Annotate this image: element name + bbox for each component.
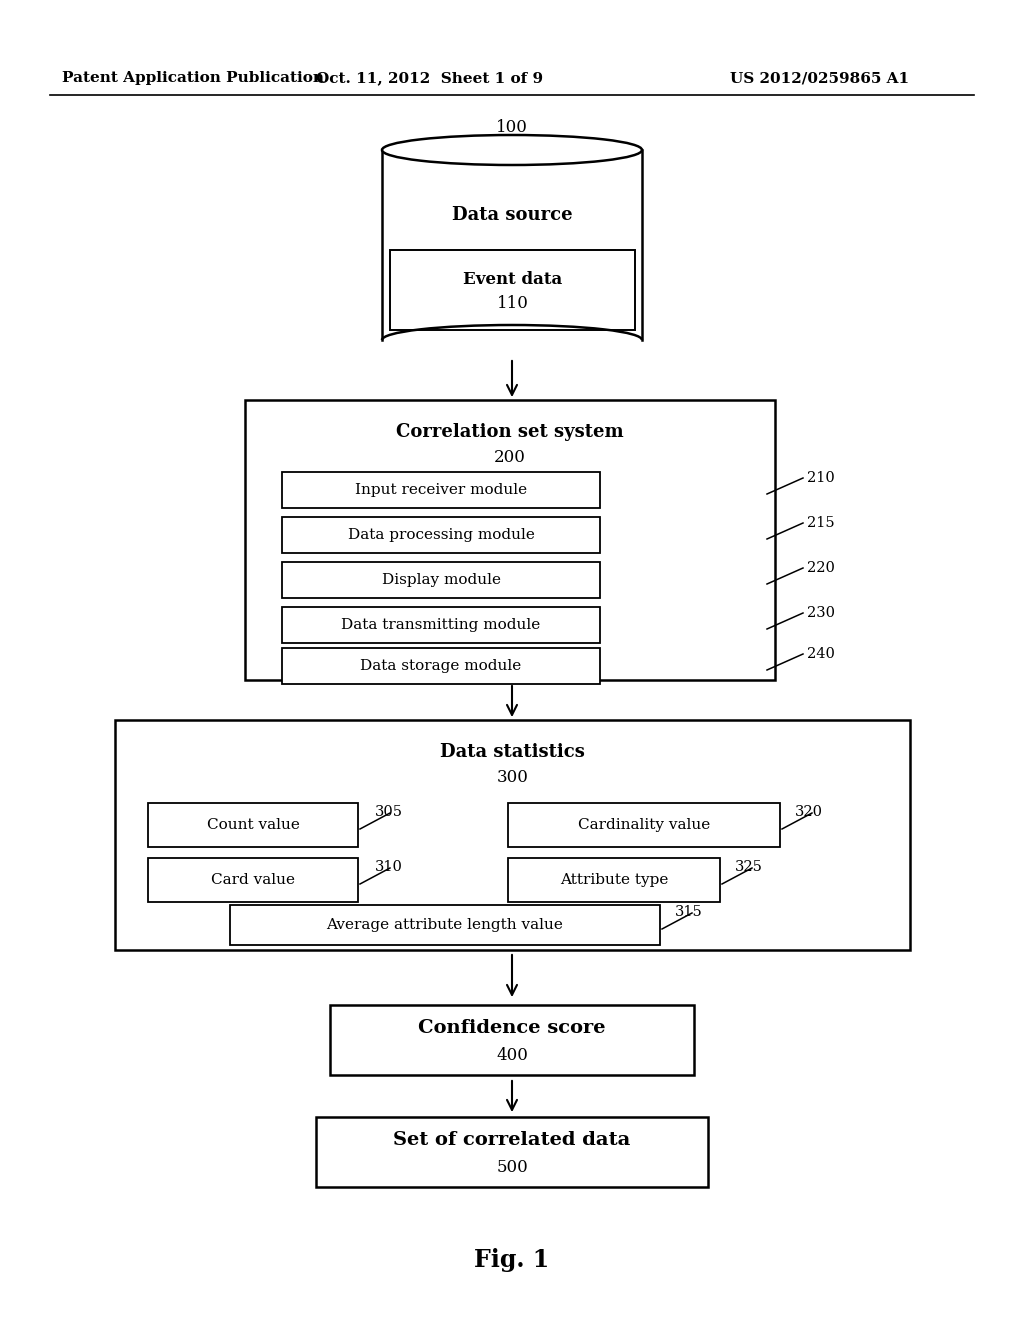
Text: Display module: Display module xyxy=(382,573,501,587)
Bar xyxy=(330,1005,694,1074)
Text: 215: 215 xyxy=(807,516,835,531)
Bar xyxy=(148,858,358,902)
Bar xyxy=(282,648,600,684)
Ellipse shape xyxy=(382,135,642,165)
Bar xyxy=(282,607,600,643)
Text: Data source: Data source xyxy=(452,206,572,224)
Text: Attribute type: Attribute type xyxy=(560,873,669,887)
Text: Count value: Count value xyxy=(207,818,299,832)
Bar xyxy=(282,517,600,553)
Bar xyxy=(382,150,642,341)
Text: Fig. 1: Fig. 1 xyxy=(474,1247,550,1272)
Text: Event data: Event data xyxy=(463,272,562,289)
Text: Data storage module: Data storage module xyxy=(360,659,521,673)
Text: 240: 240 xyxy=(807,647,835,661)
Bar xyxy=(508,803,780,847)
Text: Correlation set system: Correlation set system xyxy=(396,422,624,441)
Bar xyxy=(282,473,600,508)
Bar xyxy=(230,906,660,945)
Text: Data processing module: Data processing module xyxy=(347,528,535,543)
Text: Data transmitting module: Data transmitting module xyxy=(341,618,541,632)
Text: Set of correlated data: Set of correlated data xyxy=(393,1131,631,1148)
Text: 300: 300 xyxy=(497,770,528,787)
Text: 400: 400 xyxy=(496,1048,528,1064)
Text: 210: 210 xyxy=(807,471,835,484)
Bar xyxy=(390,249,635,330)
Text: 325: 325 xyxy=(735,861,763,874)
Text: Confidence score: Confidence score xyxy=(418,1019,606,1038)
Text: 230: 230 xyxy=(807,606,835,620)
Text: 320: 320 xyxy=(795,805,823,818)
Text: Oct. 11, 2012  Sheet 1 of 9: Oct. 11, 2012 Sheet 1 of 9 xyxy=(316,71,544,84)
Text: Patent Application Publication: Patent Application Publication xyxy=(62,71,324,84)
Text: US 2012/0259865 A1: US 2012/0259865 A1 xyxy=(730,71,909,84)
Text: 500: 500 xyxy=(496,1159,528,1176)
Text: 315: 315 xyxy=(675,906,702,919)
Text: 305: 305 xyxy=(375,805,403,818)
Text: Average attribute length value: Average attribute length value xyxy=(327,917,563,932)
Text: 310: 310 xyxy=(375,861,402,874)
Text: Card value: Card value xyxy=(211,873,295,887)
Text: Input receiver module: Input receiver module xyxy=(355,483,527,498)
Text: 200: 200 xyxy=(494,450,526,466)
Text: Cardinality value: Cardinality value xyxy=(578,818,710,832)
Bar xyxy=(148,803,358,847)
Text: 100: 100 xyxy=(496,120,528,136)
Bar xyxy=(282,562,600,598)
Bar xyxy=(508,858,720,902)
Bar xyxy=(316,1117,708,1187)
Text: 110: 110 xyxy=(497,296,528,313)
Text: Data statistics: Data statistics xyxy=(440,743,585,762)
Text: 220: 220 xyxy=(807,561,835,576)
Bar xyxy=(115,719,910,950)
Bar xyxy=(245,400,775,680)
